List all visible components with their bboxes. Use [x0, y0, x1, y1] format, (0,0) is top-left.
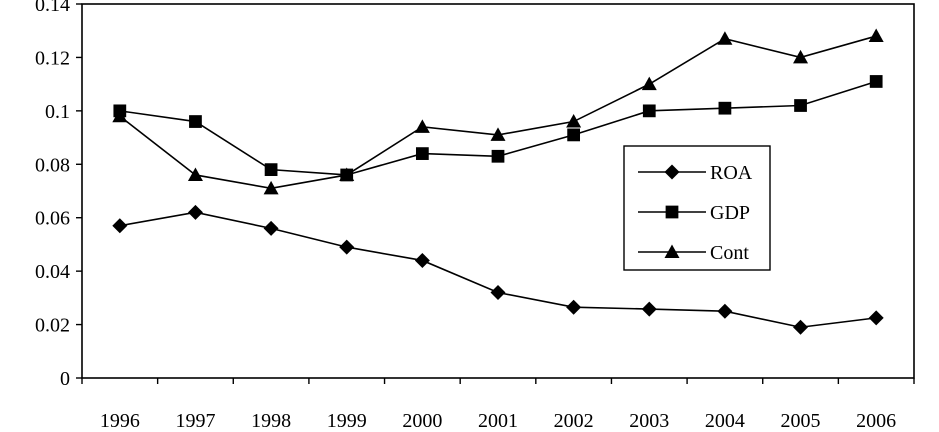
data-point-gdp: [794, 99, 807, 112]
legend-item-cont: Cont: [638, 242, 749, 264]
data-point-cont: [339, 167, 355, 181]
data-point-roa: [566, 299, 582, 315]
data-point-roa: [868, 310, 884, 326]
series-cont: [112, 28, 884, 195]
data-point-cont: [112, 108, 128, 123]
legend-item-roa: ROA: [638, 162, 753, 184]
x-tick-label: 2006: [856, 410, 896, 432]
legend-box: [623, 145, 771, 271]
data-point-roa: [641, 301, 657, 317]
legend-marker-roa: [664, 164, 680, 180]
legend-label-gdp: GDP: [710, 202, 750, 224]
data-point-roa: [490, 285, 506, 301]
data-point-cont: [868, 28, 884, 43]
y-tick-label: 0.04: [35, 261, 70, 283]
data-point-cont: [717, 31, 733, 45]
y-tick-label: 0.14: [35, 0, 70, 16]
x-tick-label: 2000: [402, 410, 442, 432]
legend-item-gdp: GDP: [638, 202, 750, 224]
legend-marker-gdp: [665, 205, 679, 219]
y-tick-label: 0: [60, 368, 70, 390]
data-point-gdp: [567, 128, 581, 142]
x-axis-ticks: 1996 1997 1998 1999 2000 2001 2002 2003 2004 2005…: [81, 378, 915, 432]
data-point-cont: [263, 180, 279, 195]
x-tick-label: 1997: [175, 410, 215, 432]
data-point-roa: [793, 319, 809, 335]
x-tick-label: 2003: [629, 410, 669, 432]
y-axis-ticks: 0 0.02 0.04 0.06 0.08 0.1 0.12 0.14: [35, 0, 82, 390]
legend-label-cont: Cont: [710, 242, 749, 264]
x-tick-label: 2001: [478, 410, 518, 432]
data-point-cont: [414, 119, 430, 133]
data-point-cont: [566, 114, 582, 128]
data-point-gdp: [491, 149, 505, 163]
data-point-gdp: [718, 101, 732, 115]
y-tick-label: 0.12: [35, 47, 70, 69]
data-point-gdp: [869, 75, 883, 88]
x-tick-label: 1996: [100, 410, 140, 432]
y-tick-label: 0.06: [35, 208, 70, 230]
data-point-roa: [263, 220, 279, 236]
legend-label-roa: ROA: [710, 162, 753, 184]
plot-frame: [81, 3, 915, 379]
data-point-cont: [641, 76, 657, 91]
data-point-roa: [414, 252, 430, 268]
data-point-cont: [187, 167, 203, 181]
x-tick-label: 2004: [705, 410, 745, 432]
x-tick-label: 2002: [554, 410, 594, 432]
data-point-gdp: [415, 147, 429, 160]
data-point-roa: [112, 218, 128, 234]
y-tick-label: 0.02: [35, 315, 70, 337]
data-point-gdp: [189, 115, 202, 128]
data-point-gdp: [264, 163, 278, 177]
data-point-cont: [793, 49, 809, 64]
x-tick-label: 2005: [781, 410, 821, 432]
axes: [81, 3, 915, 379]
y-tick-label: 0.08: [35, 154, 70, 176]
series-roa: [112, 204, 884, 335]
data-point-roa: [339, 239, 355, 255]
data-point-gdp: [642, 104, 656, 118]
legend-marker-cont: [664, 244, 680, 258]
data-point-roa: [717, 303, 733, 319]
x-tick-label: 1998: [251, 410, 291, 432]
series-group: [112, 28, 884, 335]
data-point-cont: [490, 127, 506, 141]
x-tick-label: 1999: [327, 410, 367, 432]
y-tick-label: 0.1: [45, 101, 70, 123]
data-point-roa: [187, 204, 203, 220]
legend: ROA GDP Cont: [623, 145, 771, 271]
